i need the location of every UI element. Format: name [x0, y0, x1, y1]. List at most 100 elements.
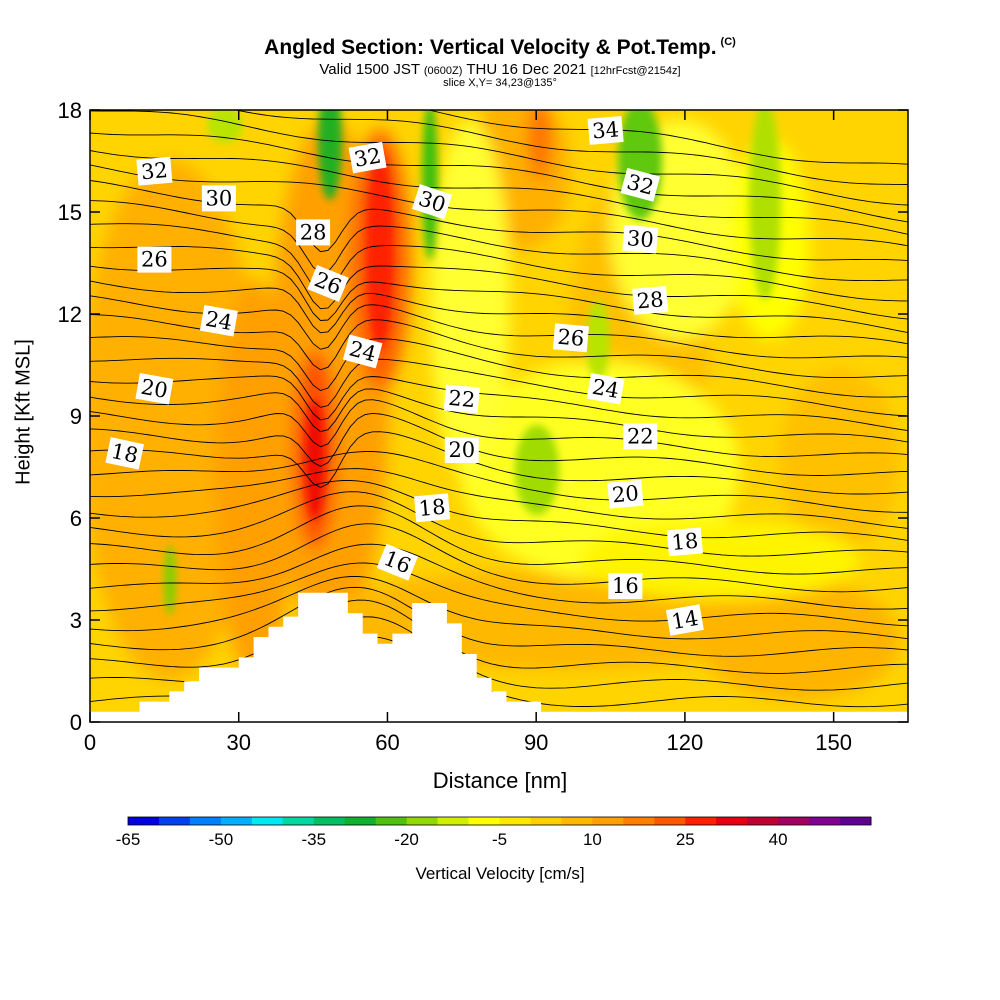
svg-text:24: 24: [590, 375, 620, 403]
colorbar-swatch: [685, 817, 717, 825]
colorbar-tick-label: 10: [583, 830, 602, 849]
contour-label: 16: [376, 543, 419, 581]
isentrope-line: [90, 357, 908, 417]
potential-temperature-contours: [90, 110, 908, 708]
colorbar-tick-label: -50: [209, 830, 234, 849]
svg-text:24: 24: [204, 307, 234, 335]
svg-text:30: 30: [626, 226, 655, 252]
contour-label: 22: [443, 384, 480, 414]
colorbar-swatch: [499, 817, 531, 825]
isentrope-line: [90, 412, 908, 476]
colorbar-swatch: [158, 817, 191, 825]
svg-text:22: 22: [627, 424, 654, 448]
x-tick-label: 0: [84, 730, 96, 755]
contour-label: 30: [201, 185, 236, 212]
isentrope-line: [90, 164, 908, 247]
isentrope-line: [233, 110, 908, 185]
contour-label: 24: [586, 373, 625, 405]
x-tick-label: 30: [226, 730, 250, 755]
colorbar-swatch: [778, 817, 810, 825]
isentrope-line: [90, 480, 908, 541]
colorbar-tick-label: -20: [394, 830, 419, 849]
svg-text:34: 34: [591, 117, 620, 143]
colorbar-swatch: [592, 817, 624, 825]
isentrope-line: [90, 246, 908, 320]
contour-label: 32: [620, 167, 661, 202]
isentrope-line: [90, 150, 908, 235]
isentrope-line: [90, 576, 908, 640]
chart-title: Angled Section: Vertical Velocity & Pot.…: [264, 36, 736, 59]
svg-text:20: 20: [448, 438, 475, 462]
chart-subtitle: Valid 1500 JST (0600Z) THU 16 Dec 2021 […: [319, 61, 681, 78]
isentrope-line: [90, 110, 908, 206]
contour-label: 32: [348, 141, 387, 174]
isentrope-line: [90, 599, 908, 674]
isentrope-line: [90, 468, 908, 529]
isentrope-line: [90, 451, 908, 513]
isentrope-line: [90, 375, 908, 432]
colorbar-label: Vertical Velocity [cm/s]: [415, 864, 585, 883]
contour-label: 34: [587, 115, 624, 145]
x-tick-label: 150: [815, 730, 852, 755]
x-tick-label: 120: [667, 730, 704, 755]
colorbar-tick-label: 40: [769, 830, 788, 849]
isentrope-line: [90, 491, 908, 557]
isentrope-line: [90, 505, 908, 575]
colorbar-tick-label: 25: [676, 830, 695, 849]
y-tick-label: 15: [58, 200, 82, 225]
isentrope-line: [90, 223, 908, 302]
contour-label: 18: [105, 437, 145, 470]
isentrope-line: [90, 399, 908, 458]
colorbar-swatch: [375, 817, 408, 825]
x-axis-label: Distance [nm]: [432, 768, 568, 793]
svg-text:26: 26: [141, 248, 168, 272]
isentrope-line: [90, 562, 908, 627]
svg-text:14: 14: [670, 606, 700, 634]
isentrope-line: [90, 265, 908, 334]
svg-text:32: 32: [140, 158, 169, 184]
svg-text:22: 22: [447, 386, 476, 412]
colorbar-swatch: [747, 817, 779, 825]
colorbar-swatch: [623, 817, 655, 825]
contour-label: 20: [444, 437, 479, 463]
isentrope-line: [90, 523, 908, 593]
svg-text:26: 26: [557, 325, 586, 351]
isentrope-line: [90, 200, 908, 282]
contour-label: 20: [135, 373, 174, 405]
isentrope-line: [90, 586, 908, 657]
x-tick-label: 60: [375, 730, 399, 755]
contour-label: 22: [623, 423, 658, 450]
x-tick-label: 90: [524, 730, 548, 755]
colorbar-swatch: [344, 817, 377, 825]
contour-label: 20: [607, 479, 644, 509]
colorbar-swatch: [251, 817, 284, 825]
y-tick-label: 0: [70, 710, 82, 735]
isentrope-line: [90, 431, 908, 495]
contour-label: 16: [608, 573, 643, 599]
contour-label: 28: [632, 285, 669, 315]
colorbar-swatch: [809, 817, 841, 825]
contour-label: 26: [137, 246, 172, 273]
y-axis-ticks: 0 3 6 9 12 15 18: [58, 98, 908, 735]
y-tick-label: 9: [70, 404, 82, 429]
contour-label: 24: [199, 305, 238, 337]
contour-label: 18: [414, 493, 451, 523]
contour-label: 14: [665, 604, 704, 636]
svg-text:28: 28: [300, 220, 327, 244]
colorbar-swatch: [282, 817, 315, 825]
isentrope-line: [90, 132, 908, 223]
y-tick-label: 6: [70, 506, 82, 531]
colorbar-tick-label: -5: [492, 830, 507, 849]
contour-label: 28: [296, 219, 331, 246]
colorbar-swatch: [561, 817, 593, 825]
contour-label: 26: [552, 323, 589, 353]
y-tick-label: 18: [58, 98, 82, 123]
isentrope-line: [90, 388, 908, 443]
contour-label: 32: [136, 156, 173, 186]
isentrope-line: [426, 110, 908, 165]
isentrope-line: [90, 543, 908, 610]
contour-labels: 3230282626242420183230222018163432302826…: [105, 115, 704, 636]
colorbar-swatch: [654, 817, 686, 825]
copyright-mark: (C): [720, 36, 736, 48]
svg-text:20: 20: [611, 481, 640, 507]
